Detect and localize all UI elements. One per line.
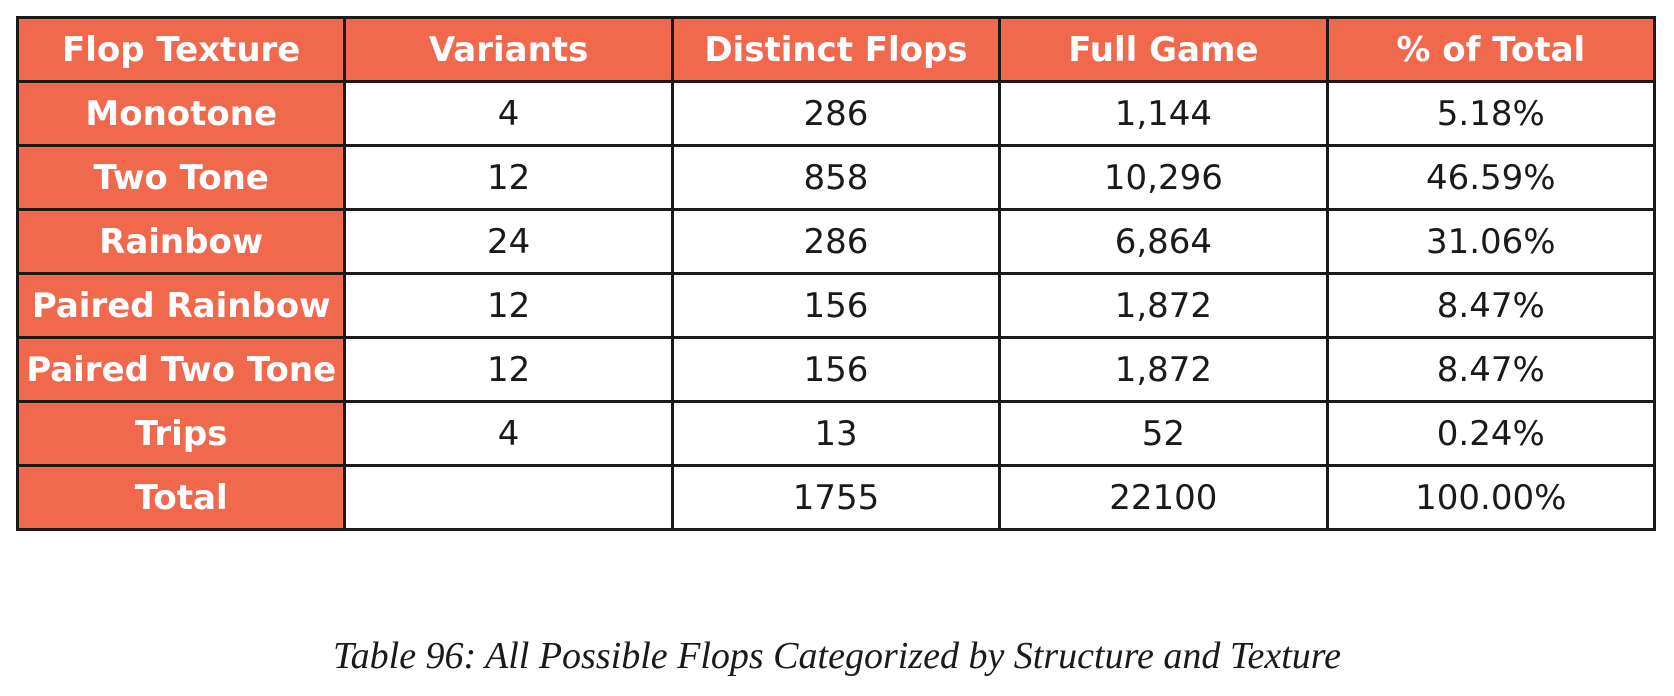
- cell-full-game: 1,872: [998, 336, 1329, 403]
- cell-variants: 12: [343, 336, 674, 403]
- table-row: Rainbow 24 286 6,864 31.06%: [15, 208, 1657, 275]
- cell-variants: 12: [343, 144, 674, 211]
- table-row: Monotone 4 286 1,144 5.18%: [15, 80, 1657, 147]
- table-row: Paired Rainbow 12 156 1,872 8.47%: [15, 272, 1657, 339]
- cell-full-game: 1,144: [998, 80, 1329, 147]
- cell-percent-of-total: 31.06%: [1325, 208, 1657, 275]
- table-row: Two Tone 12 858 10,296 46.59%: [15, 144, 1657, 211]
- cell-percent-of-total: 8.47%: [1325, 272, 1657, 339]
- row-label: Paired Rainbow: [15, 272, 347, 339]
- table-row: Paired Two Tone 12 156 1,872 8.47%: [15, 336, 1657, 403]
- row-label: Two Tone: [15, 144, 347, 211]
- header-flop-texture: Flop Texture: [15, 16, 347, 83]
- cell-percent-of-total: 0.24%: [1325, 400, 1657, 467]
- cell-percent-of-total: 8.47%: [1325, 336, 1657, 403]
- cell-full-game: 6,864: [998, 208, 1329, 275]
- cell-full-game: 22100: [998, 464, 1329, 531]
- cell-distinct-flops: 286: [670, 208, 1002, 275]
- cell-variants: 4: [343, 400, 674, 467]
- flop-texture-table: Flop Texture Variants Distinct Flops Ful…: [15, 16, 1657, 531]
- cell-percent-of-total: 5.18%: [1325, 80, 1657, 147]
- flop-table-container: Flop Texture Variants Distinct Flops Ful…: [15, 16, 1657, 531]
- table-row: Trips 4 13 52 0.24%: [15, 400, 1657, 467]
- cell-full-game: 52: [998, 400, 1329, 467]
- cell-variants: 12: [343, 272, 674, 339]
- cell-variants: [343, 464, 674, 531]
- cell-variants: 24: [343, 208, 674, 275]
- cell-distinct-flops: 1755: [670, 464, 1002, 531]
- header-full-game: Full Game: [998, 16, 1329, 83]
- header-row: Flop Texture Variants Distinct Flops Ful…: [15, 16, 1657, 83]
- header-percent-of-total: % of Total: [1325, 16, 1657, 83]
- cell-distinct-flops: 13: [670, 400, 1002, 467]
- table-caption: Table 96: All Possible Flops Categorized…: [332, 635, 1342, 677]
- cell-distinct-flops: 156: [670, 272, 1002, 339]
- cell-full-game: 10,296: [998, 144, 1329, 211]
- header-distinct-flops: Distinct Flops: [670, 16, 1002, 83]
- header-variants: Variants: [343, 16, 674, 83]
- cell-variants: 4: [343, 80, 674, 147]
- cell-distinct-flops: 858: [670, 144, 1002, 211]
- cell-full-game: 1,872: [998, 272, 1329, 339]
- table-row-total: Total 1755 22100 100.00%: [15, 464, 1657, 531]
- cell-distinct-flops: 286: [670, 80, 1002, 147]
- cell-distinct-flops: 156: [670, 336, 1002, 403]
- row-label: Rainbow: [15, 208, 347, 275]
- row-label: Paired Two Tone: [15, 336, 347, 403]
- cell-percent-of-total: 100.00%: [1325, 464, 1657, 531]
- row-label: Monotone: [15, 80, 347, 147]
- cell-percent-of-total: 46.59%: [1325, 144, 1657, 211]
- row-label: Trips: [15, 400, 347, 467]
- row-label: Total: [15, 464, 347, 531]
